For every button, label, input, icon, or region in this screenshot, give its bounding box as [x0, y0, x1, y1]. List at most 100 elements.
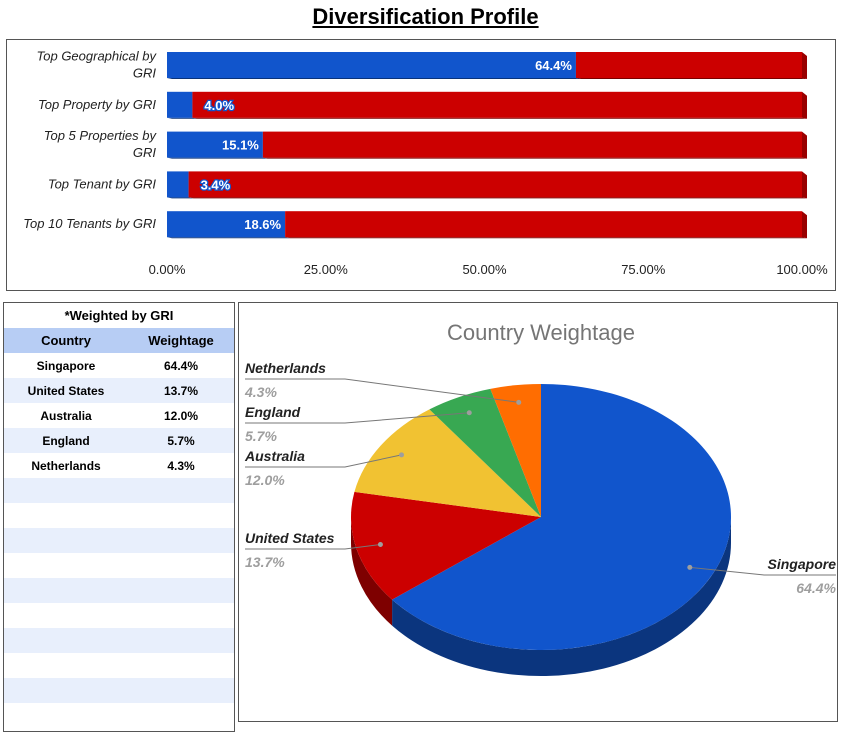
page-title: Diversification Profile	[312, 4, 539, 29]
country-cell: Australia	[40, 408, 92, 423]
empty-row	[4, 478, 234, 503]
table-header-row: Country Weightage	[4, 328, 234, 353]
pie-chart-panel: Country Weightage Singapore 64.4% United St…	[238, 302, 838, 722]
country-cell: Singapore	[36, 358, 96, 373]
weightage-cell: 4.3%	[167, 458, 195, 473]
pie-slice-value: 64.4%	[796, 580, 836, 596]
bar-segment	[262, 131, 802, 158]
x-tick-label: 50.00%	[462, 262, 507, 277]
x-tick-label: 0.00%	[149, 262, 186, 277]
weightage-table-panel: *Weighted by GRI Country Weightage Singa…	[3, 302, 235, 732]
pie-slice-value: 4.3%	[244, 384, 277, 400]
pie-leader-dot	[466, 410, 472, 416]
bar-segment	[167, 91, 193, 118]
data-label: 15.1%	[222, 138, 259, 153]
x-tick-label: 25.00%	[304, 262, 349, 277]
bar-segment-side	[802, 131, 807, 159]
pie-slice-label: Australia	[244, 448, 305, 464]
table-row: United States 13.7%	[4, 378, 234, 403]
category-label: Top 10 Tenants by GRI	[23, 216, 156, 231]
pie-slice-label: United States	[245, 530, 335, 546]
pie-slice-side	[351, 517, 393, 626]
country-cell: England	[4, 428, 129, 453]
bar-segment-shadow	[167, 157, 268, 159]
header-weightage: Weightage	[128, 328, 234, 353]
pie-title: Country Weightage	[447, 320, 635, 345]
bar-segment	[285, 211, 802, 238]
bar-segment-shadow	[167, 117, 198, 119]
pie-leader-dot	[687, 564, 693, 570]
bar-segment-side	[802, 91, 807, 119]
bar-segment-shadow	[167, 237, 291, 239]
data-label: 4.0%	[204, 98, 234, 113]
bar-chart: Top Geographical by GRI 64.4% Top Property …	[23, 49, 828, 278]
empty-rows	[4, 478, 234, 728]
category-label: Top 5 Properties by GRI	[44, 128, 158, 160]
bar-segment	[167, 171, 189, 198]
pie-slice	[392, 384, 732, 650]
weightage-cell: 13.7%	[128, 378, 234, 403]
bar-segment-shadow	[262, 157, 807, 159]
pie-slice	[429, 388, 541, 517]
country-cell: Netherlands	[31, 458, 101, 473]
weightage-cell: 5.7%	[128, 428, 234, 453]
pie-slice-label: Singapore	[768, 556, 837, 572]
table-row: Netherlands 4.3%	[4, 453, 234, 478]
empty-row	[4, 503, 234, 528]
header-country: Country	[4, 328, 129, 353]
table-row: Singapore 64.4%	[4, 353, 234, 378]
pie-slice	[354, 409, 541, 517]
data-label: 18.6%	[244, 217, 281, 232]
pie-slice	[351, 491, 541, 600]
bar-segment	[192, 91, 802, 118]
table-row: England 5.7%	[4, 428, 234, 453]
x-tick-label: 75.00%	[621, 262, 666, 277]
bar-segment-side	[802, 52, 807, 79]
category-label: Top Property by GRI	[38, 97, 156, 112]
data-label: 64.4%	[535, 58, 572, 73]
pie-leader-line	[245, 412, 470, 424]
pie-leader-dot	[399, 452, 405, 458]
empty-row	[4, 653, 234, 678]
pie-leader-dot	[516, 399, 522, 405]
bar-segment-shadow	[575, 78, 807, 79]
bar-segment-shadow	[167, 197, 194, 199]
empty-row	[4, 578, 234, 603]
data-label: 3.4%	[201, 177, 231, 192]
pie-slice-label: England	[245, 404, 301, 420]
pie-leader-line	[689, 566, 836, 576]
weightage-cell: 12.0%	[164, 408, 199, 423]
pie-slice-value: 5.7%	[245, 428, 277, 444]
bar-segment	[575, 52, 802, 78]
pie-slice-value: 13.7%	[245, 554, 285, 570]
bar-segment	[167, 52, 576, 78]
empty-row	[4, 553, 234, 578]
weightage-cell: 64.4%	[164, 358, 199, 373]
pie-leader-line	[245, 378, 519, 403]
pie-slice-side	[392, 517, 731, 676]
pie-slice	[490, 384, 541, 517]
empty-row	[4, 628, 234, 653]
pie-leader-dot	[377, 542, 383, 548]
bar-segment	[188, 171, 803, 198]
pie-leader-line	[245, 454, 402, 468]
bar-segment	[167, 131, 263, 158]
pie-leader-line	[245, 544, 381, 550]
bar-segment-side	[802, 171, 807, 199]
table-row: Australia 12.0%	[4, 403, 234, 428]
category-label: Top Tenant by GRI	[48, 176, 157, 191]
bar-segment-shadow	[188, 197, 808, 199]
x-tick-label: 100.00%	[776, 262, 828, 277]
bar-chart-panel: Top Geographical by GRI 64.4% Top Property …	[6, 39, 836, 291]
table-caption: *Weighted by GRI	[64, 308, 174, 323]
bar-segment-shadow	[192, 117, 807, 119]
bar-segment-shadow	[285, 237, 807, 239]
category-label: Top Geographical by GRI	[37, 49, 158, 81]
pie-chart: Country Weightage Singapore 64.4% United St…	[244, 320, 837, 676]
bar-segment-shadow	[167, 78, 581, 79]
pie-slice-value: 12.0%	[245, 472, 285, 488]
empty-row	[4, 678, 234, 703]
pie-slice-label: Netherlands	[245, 360, 326, 376]
empty-row	[4, 528, 234, 553]
weightage-table: Country Weightage Singapore 64.4% United…	[4, 328, 234, 478]
